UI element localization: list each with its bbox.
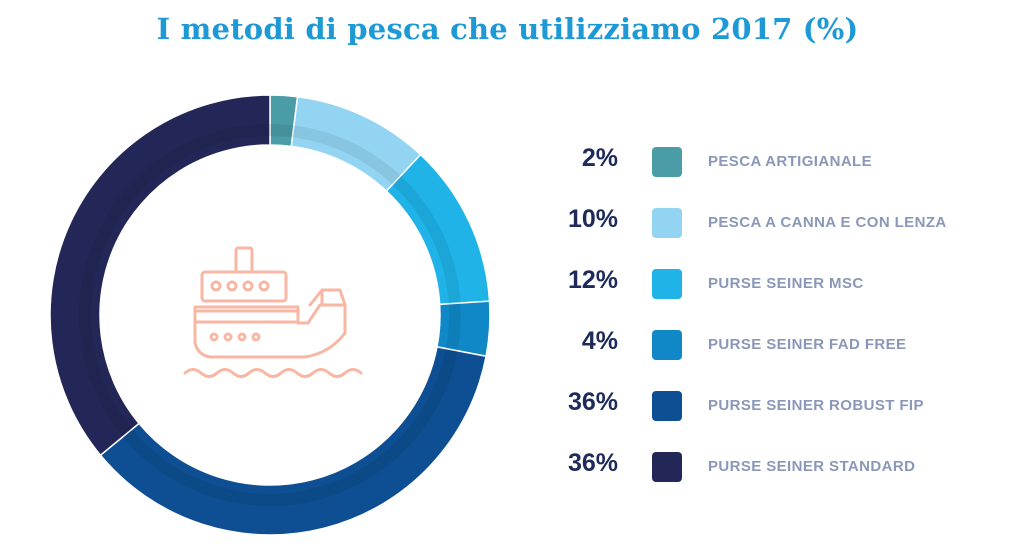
legend-percent: 36% — [567, 388, 618, 416]
legend-percent: 36% — [567, 449, 618, 477]
legend-label: PESCA ARTIGIANALE — [708, 153, 873, 170]
legend-swatch — [652, 452, 682, 482]
legend-label: PURSE SEINER MSC — [708, 275, 864, 292]
legend-label: PURSE SEINER FAD FREE — [708, 336, 907, 353]
legend-swatch — [652, 147, 682, 177]
legend-label: PURSE SEINER ROBUST FIP — [708, 397, 924, 414]
donut-slice — [49, 94, 271, 457]
legend-percent: 2% — [581, 144, 618, 172]
legend-swatch — [652, 208, 682, 238]
legend-item: 10% PESCA A CANNA E CON LENZA — [540, 195, 1010, 256]
legend-item: 36% PURSE SEINER STANDARD — [540, 439, 1010, 500]
legend-percent: 10% — [567, 205, 618, 233]
donut-slice — [99, 345, 487, 536]
legend-swatch — [652, 330, 682, 360]
legend: 2% PESCA ARTIGIANALE 10% PESCA A CANNA E… — [540, 134, 1010, 500]
legend-item: 2% PESCA ARTIGIANALE — [540, 134, 1010, 195]
legend-item: 36% PURSE SEINER ROBUST FIP — [540, 378, 1010, 439]
ship-icon — [183, 246, 363, 378]
legend-swatch — [652, 391, 682, 421]
legend-item: 4% PURSE SEINER FAD FREE — [540, 317, 1010, 378]
legend-percent: 12% — [567, 266, 618, 294]
legend-swatch — [652, 269, 682, 299]
legend-label: PURSE SEINER STANDARD — [708, 458, 916, 475]
chart-title: I metodi di pesca che utilizziamo 2017 (… — [156, 12, 859, 46]
legend-percent: 4% — [581, 327, 618, 355]
legend-item: 12% PURSE SEINER MSC — [540, 256, 1010, 317]
legend-label: PESCA A CANNA E CON LENZA — [708, 214, 947, 231]
donut-chart — [49, 94, 491, 536]
